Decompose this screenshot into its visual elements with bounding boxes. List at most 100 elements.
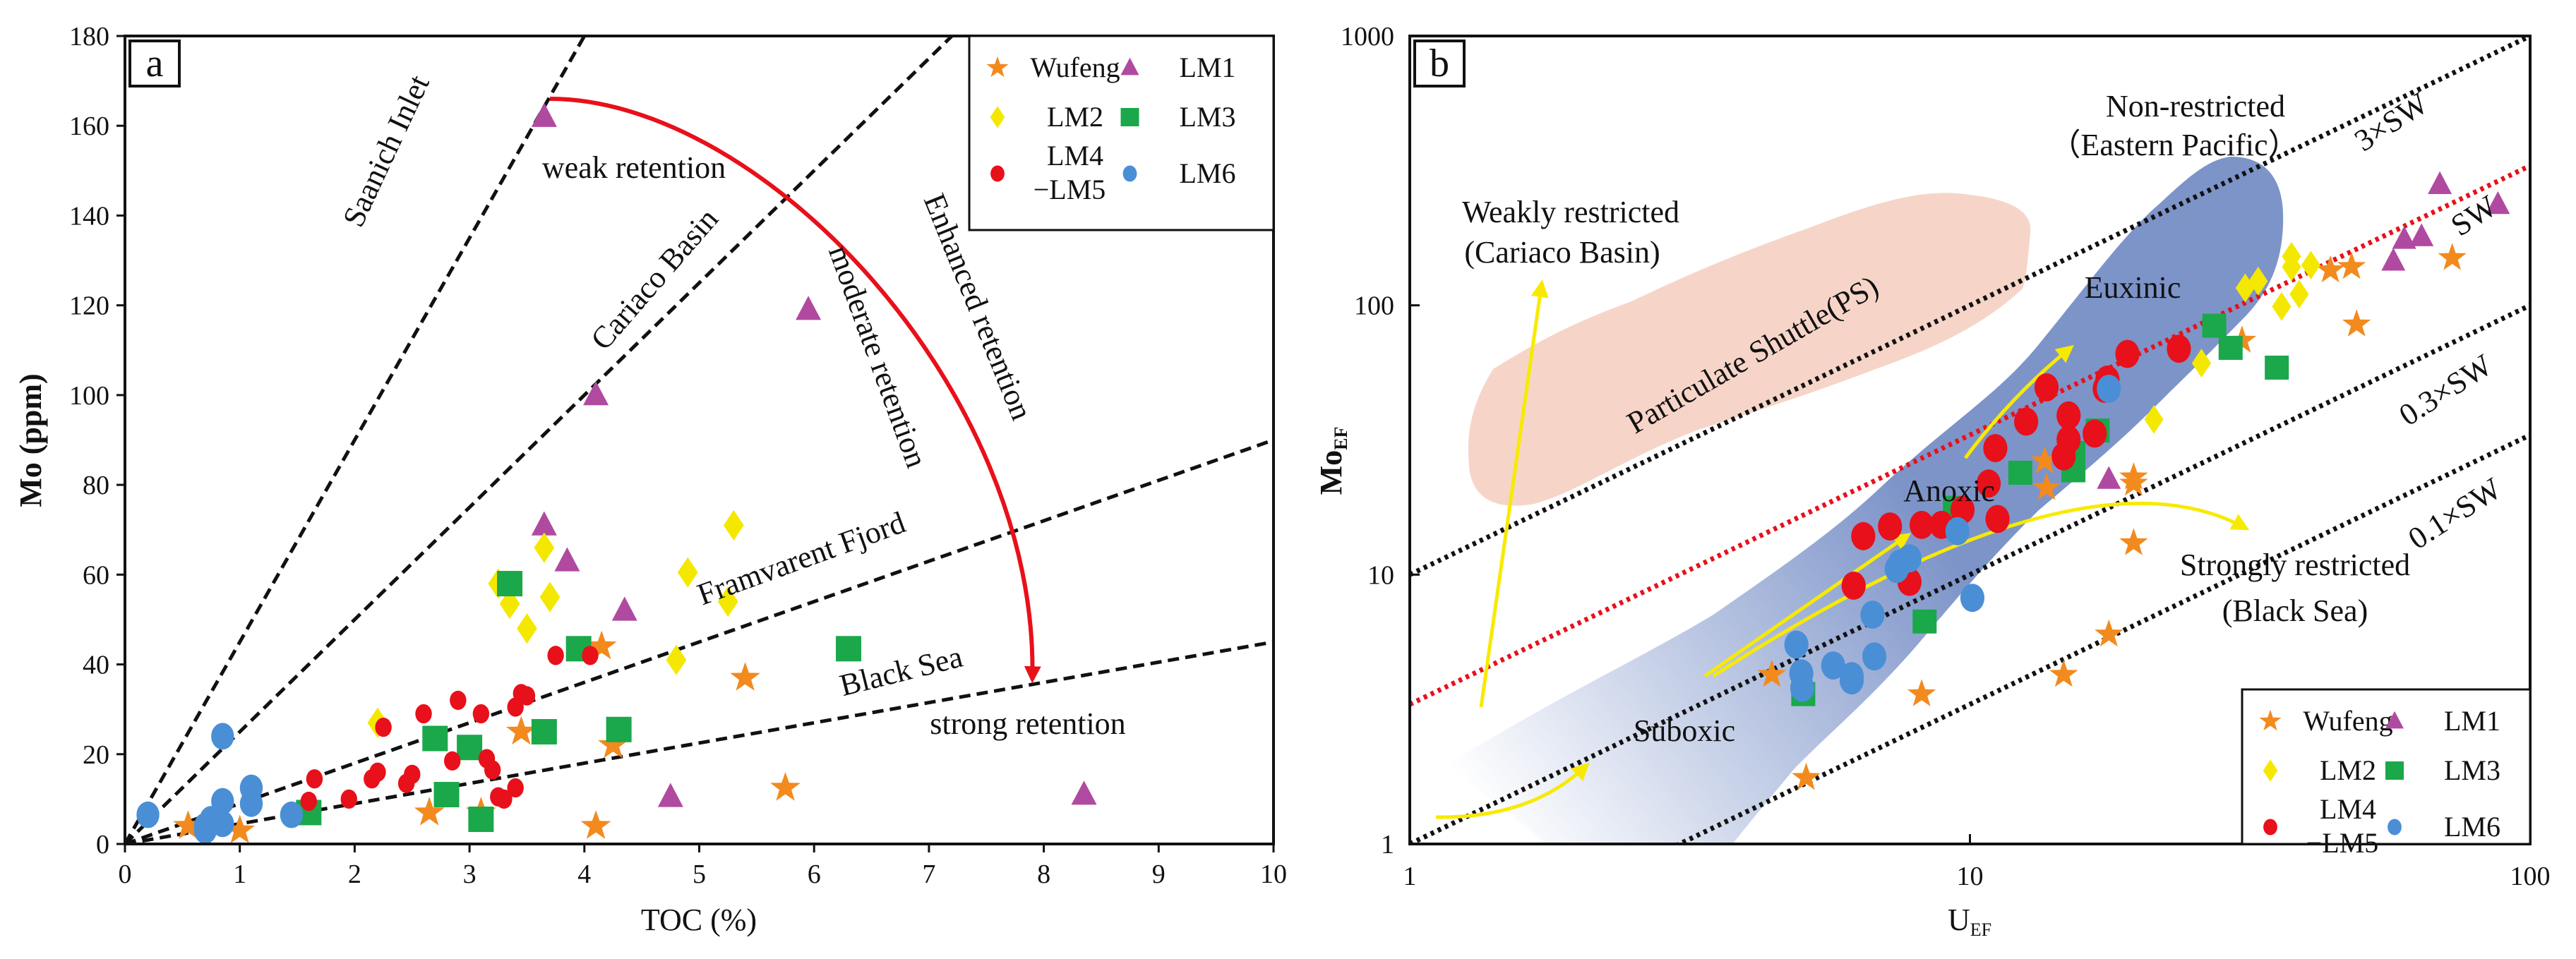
point-lm2 xyxy=(723,509,744,541)
y-tick-label: 0 xyxy=(96,830,109,860)
x-tick-label: 10 xyxy=(1260,860,1287,889)
y-tick-label: 120 xyxy=(69,291,109,321)
point-lm2 xyxy=(2144,404,2164,434)
reference-line-3-sw xyxy=(1410,36,2530,577)
x-tick-label: 4 xyxy=(577,860,591,889)
point-lm6 xyxy=(280,801,304,828)
y-axis-label-a: Mo (ppm) xyxy=(13,373,48,507)
x-tick-label: 1 xyxy=(233,860,246,889)
annotation-saanich-inlet: Saanich Inlet xyxy=(336,70,436,232)
y-tick-label: 10 xyxy=(1367,560,1394,590)
point-wufeng xyxy=(2342,309,2371,337)
point-lm2 xyxy=(717,586,738,617)
y-tick-label: 100 xyxy=(69,381,109,411)
y-tick-label: 40 xyxy=(83,651,109,680)
point-lm2 xyxy=(2248,266,2268,296)
x-tick-label: 2 xyxy=(348,860,361,889)
point-lm6 xyxy=(1839,666,1864,695)
point-lm3 xyxy=(422,725,448,752)
x-tick-label: 10 xyxy=(1957,862,1984,891)
y-axis-label-b: MoEF xyxy=(1314,427,1351,495)
legend-marker-wufeng xyxy=(2259,709,2282,731)
point-wufeng xyxy=(2316,255,2345,283)
point-lm1 xyxy=(657,783,683,807)
point-wufeng xyxy=(505,716,537,745)
legend-label: Wufeng xyxy=(2303,705,2392,737)
point-lm3 xyxy=(2202,313,2227,338)
x-tick-label: 1 xyxy=(1403,862,1417,891)
point-lm3 xyxy=(836,636,862,662)
point-lm4-lm5 xyxy=(397,773,415,793)
annotation-black-sea-b: (Black Sea) xyxy=(2222,593,2368,628)
point-lm1 xyxy=(554,547,580,572)
arrow-strongly-restricted xyxy=(1712,501,2250,678)
point-wufeng xyxy=(224,814,256,844)
y-tick-label: 1000 xyxy=(1341,22,1394,52)
legend-label: LM4 xyxy=(2320,793,2376,825)
point-lm2 xyxy=(666,644,687,675)
reference-lines-b xyxy=(1410,36,2530,844)
point-lm4-lm5 xyxy=(547,646,564,665)
point-lm4-lm5 xyxy=(306,769,323,789)
point-lm4-lm5 xyxy=(1950,495,1975,524)
point-lm3 xyxy=(1912,609,1937,634)
point-wufeng xyxy=(2049,659,2078,687)
point-lm1 xyxy=(583,381,609,406)
point-lm2 xyxy=(2272,291,2292,321)
axis-ticks-b: 1 10 100 1 10 100 1000 xyxy=(1341,22,2551,891)
point-lm6 xyxy=(1884,555,1909,584)
annotation-suboxic: Suboxic xyxy=(1634,713,1735,748)
point-lm4-lm5 xyxy=(443,751,461,771)
x-tick-label: 100 xyxy=(2510,862,2551,891)
legend-label: LM6 xyxy=(1180,157,1236,189)
point-wufeng xyxy=(173,810,203,839)
legend-marker-lm6 xyxy=(1122,165,1137,182)
y-tick-label: 140 xyxy=(69,201,109,231)
point-lm3 xyxy=(457,735,483,761)
legend-a: Wufeng LM1 LM2 LM3 LM4−LM5 LM6 xyxy=(968,35,1275,231)
x-tick-label: 6 xyxy=(808,860,821,889)
annotation-framvarent-fjord: Framvarent Fjord xyxy=(693,505,909,612)
point-lm4-lm5 xyxy=(340,789,357,809)
point-lm2 xyxy=(2191,349,2212,378)
reference-line-sw xyxy=(1410,163,2530,707)
point-lm1 xyxy=(2486,191,2510,215)
arrow-anoxic xyxy=(1703,533,1912,678)
point-wufeng xyxy=(580,810,611,839)
data-points-b xyxy=(1757,171,2510,790)
point-lm1 xyxy=(796,296,822,320)
legend-label-line2: −LM5 xyxy=(1034,174,1106,205)
label-3xsw: 3×SW xyxy=(2348,85,2434,158)
point-lm1 xyxy=(611,596,637,621)
point-lm6 xyxy=(1860,601,1885,629)
point-lm4-lm5 xyxy=(1878,512,1903,541)
legend-marker-lm1 xyxy=(1120,57,1139,76)
arrow-suboxic xyxy=(1435,762,1590,819)
legend-marker-wufeng xyxy=(986,56,1009,78)
point-lm6 xyxy=(1784,630,1809,659)
legend-marker-lm2 xyxy=(2263,759,2278,782)
legend-label: LM4 xyxy=(1047,140,1103,171)
point-lm1 xyxy=(2381,248,2406,271)
x-axis-label-a: TOC (%) xyxy=(641,903,757,937)
point-lm4-lm5 xyxy=(2115,339,2140,368)
trend-arrows xyxy=(1435,279,2250,819)
point-lm4-lm5 xyxy=(2051,442,2076,471)
point-lm2 xyxy=(539,581,561,613)
reference-line-0-1-sw xyxy=(1673,433,2530,844)
point-lm6 xyxy=(239,790,263,817)
annotation-anoxic: Anoxic xyxy=(1903,474,1995,508)
point-lm1 xyxy=(2097,466,2121,489)
point-lm6 xyxy=(1821,651,1845,680)
redox-zone-region xyxy=(1440,157,2284,844)
point-lm4-lm5 xyxy=(375,717,392,737)
point-lm6 xyxy=(1945,517,1970,545)
point-lm2 xyxy=(517,613,537,644)
point-lm4-lm5 xyxy=(484,760,501,780)
annotation-non-restricted: Non-restricted xyxy=(2106,89,2285,123)
point-lm6 xyxy=(205,808,229,836)
x-tick-label: 9 xyxy=(1152,860,1166,889)
annotation-cariaco-basin-b: (Cariaco Basin) xyxy=(1464,235,1660,270)
